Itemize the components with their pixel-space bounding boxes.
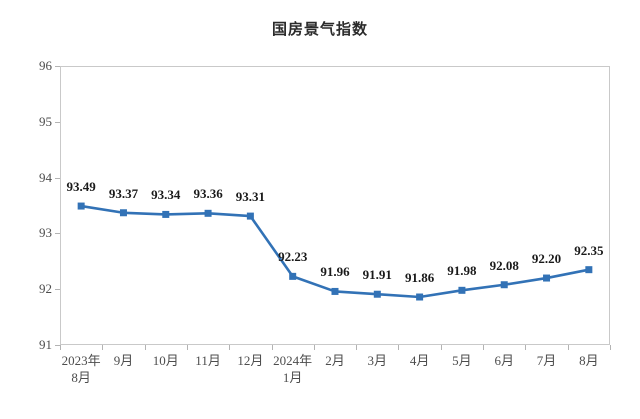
data-point-marker: [119, 209, 127, 217]
data-point-marker: [373, 290, 381, 298]
x-axis-tick: [567, 345, 569, 350]
x-axis-tick: [525, 345, 527, 350]
data-point-marker: [204, 209, 212, 217]
x-axis-tick-label: 11月: [195, 353, 221, 368]
x-axis-tick-label: 3月: [367, 353, 388, 368]
data-point-label: 91.96: [320, 264, 350, 280]
y-axis-tick: [55, 121, 60, 123]
data-point-label: 93.31: [235, 189, 265, 205]
data-point-marker: [500, 281, 508, 289]
index-line: [80, 204, 590, 299]
data-point-label: 92.23: [278, 249, 308, 265]
data-point-marker: [543, 274, 551, 282]
y-axis-tick-label: 95: [39, 113, 52, 129]
data-point-marker: [77, 202, 85, 210]
y-axis-tick: [55, 289, 60, 291]
y-axis-tick-label: 94: [39, 169, 52, 185]
x-axis-tick: [440, 345, 442, 350]
x-axis-tick: [271, 345, 273, 350]
data-point-label: 93.37: [108, 185, 139, 201]
x-axis-tick-label: 5月: [452, 353, 472, 368]
data-point-marker: [246, 212, 254, 220]
x-axis-tick: [356, 345, 358, 350]
y-axis-tick-label: 92: [39, 281, 52, 297]
x-axis-tick-label: 2024年 1月: [273, 353, 313, 385]
data-point-label: 93.36: [193, 186, 223, 202]
x-axis-tick: [610, 345, 611, 350]
chart-title: 国房景气指数: [271, 21, 368, 38]
data-point-label: 92.08: [489, 257, 519, 273]
data-point-marker: [585, 266, 593, 274]
x-axis-tick: [313, 345, 315, 350]
x-axis-tick-label: 2月: [325, 353, 345, 368]
data-point-marker: [162, 210, 170, 218]
y-axis-tick: [55, 233, 60, 235]
y-axis-tick: [55, 66, 60, 67]
x-axis-tick-label: 9月: [113, 353, 134, 368]
x-axis-tick: [483, 345, 485, 350]
y-axis-tick-label: 96: [39, 58, 52, 73]
data-point-label: 91.91: [362, 267, 392, 283]
data-point-label: 91.98: [447, 263, 477, 279]
y-axis-tick-label: 93: [39, 225, 52, 241]
data-point-label: 92.35: [574, 242, 604, 258]
x-axis-tick: [186, 345, 188, 350]
x-axis-tick: [60, 345, 61, 350]
plot-area: [60, 66, 610, 345]
x-axis-tick-label: 10月: [152, 353, 179, 368]
data-point-marker: [289, 272, 297, 280]
data-point-label: 93.34: [151, 187, 181, 203]
data-point-marker: [458, 286, 466, 294]
x-axis-tick-label: 6月: [494, 353, 514, 368]
y-axis-tick-label: 91: [39, 337, 52, 352]
data-point-marker: [416, 293, 424, 301]
data-point-label: 93.49: [66, 179, 96, 195]
x-axis-tick: [102, 345, 104, 350]
data-point-label: 92.20: [531, 251, 562, 267]
x-axis-tick: [144, 345, 146, 350]
x-axis-tick-label: 7月: [536, 353, 557, 368]
x-axis-tick-label: 4月: [409, 353, 430, 368]
x-axis-tick: [229, 345, 231, 350]
data-point-label: 91.86: [404, 270, 435, 285]
x-axis-tick: [398, 345, 400, 350]
y-axis-tick: [55, 177, 60, 179]
x-axis-tick-label: 12月: [237, 353, 264, 368]
y-axis-tick: [55, 345, 60, 346]
data-point-marker: [331, 287, 339, 295]
x-axis-tick-label: 8月: [579, 353, 599, 368]
x-axis-tick-label: 2023年 8月: [61, 353, 101, 385]
